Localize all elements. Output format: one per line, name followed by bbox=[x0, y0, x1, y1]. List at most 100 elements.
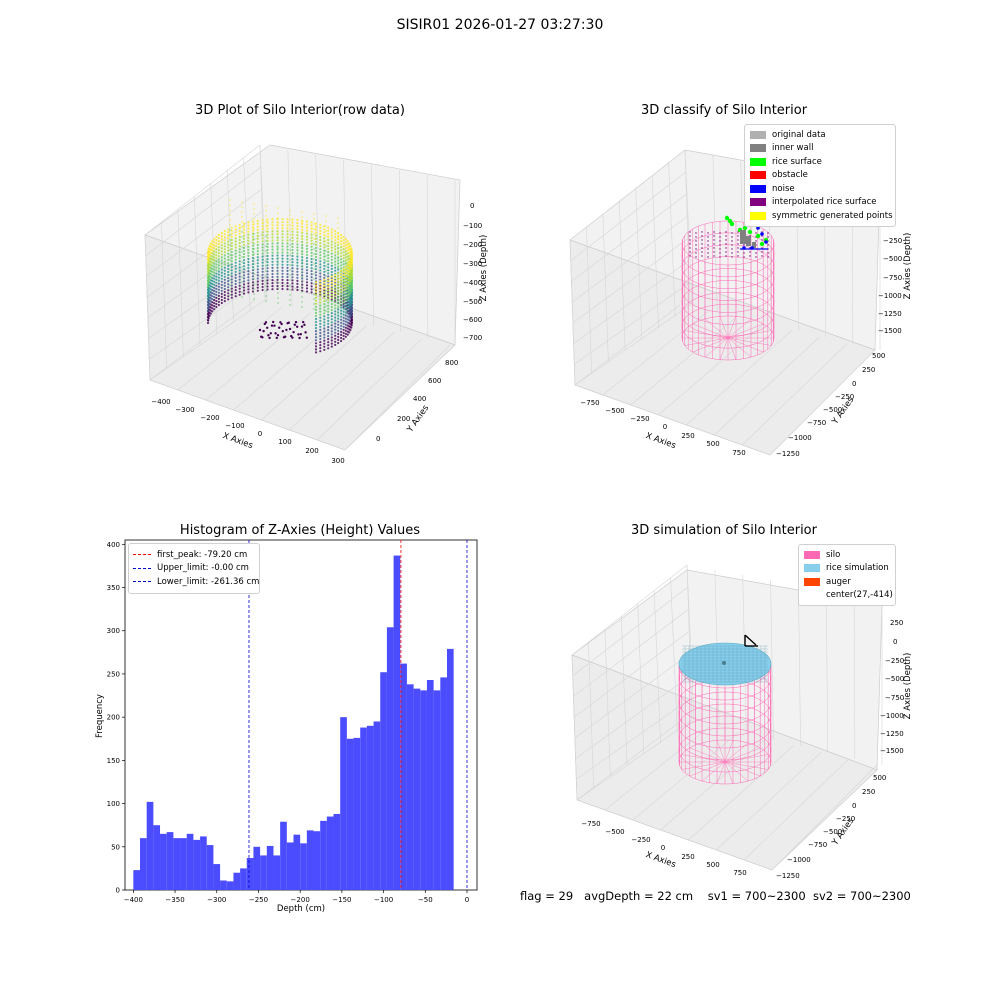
plot1-point bbox=[330, 284, 333, 287]
plot1-point bbox=[213, 241, 216, 244]
plot3-xtick: −150 bbox=[332, 896, 351, 904]
plot1-point bbox=[337, 265, 340, 268]
plot1-point bbox=[337, 227, 339, 229]
plot1-point bbox=[310, 233, 313, 236]
plot1-point bbox=[281, 227, 284, 230]
plot1-point bbox=[220, 250, 223, 253]
plot1-point bbox=[289, 304, 291, 306]
plot1-point bbox=[242, 286, 246, 289]
plot1-point bbox=[296, 279, 299, 282]
plot1-point bbox=[261, 246, 264, 249]
plot2-xtick: −250 bbox=[630, 415, 649, 423]
plot2-interpolated-point bbox=[695, 256, 697, 258]
plot2-legend-item: obstacle bbox=[750, 169, 890, 183]
plot4-silo-base-spoke bbox=[689, 747, 726, 763]
plot1-point bbox=[238, 266, 241, 269]
plot1-point bbox=[314, 255, 318, 259]
plot1-point bbox=[314, 333, 318, 336]
plot3-bar bbox=[300, 843, 307, 890]
plot2-legend-swatch bbox=[750, 157, 766, 166]
plot1-point bbox=[314, 246, 318, 249]
plot1-point bbox=[277, 247, 279, 249]
plot1-point bbox=[206, 303, 210, 306]
plot1-point bbox=[247, 221, 250, 224]
plot2-legend-item: interpolated rice surface bbox=[750, 196, 890, 210]
plot1-point bbox=[256, 262, 259, 265]
plot1-point bbox=[342, 316, 345, 319]
plot1-point bbox=[305, 284, 309, 287]
plot1-point bbox=[220, 247, 223, 250]
plot4-legend-label: rice simulation bbox=[826, 563, 889, 574]
plot1-point bbox=[314, 351, 318, 354]
plot1-point bbox=[310, 248, 313, 251]
plot1-point bbox=[241, 286, 243, 288]
plot1-point bbox=[346, 266, 349, 269]
plot2-interpolated-point bbox=[761, 247, 763, 249]
plot1-point bbox=[217, 303, 220, 307]
plot1-point bbox=[313, 288, 315, 290]
plot1-point bbox=[319, 232, 322, 235]
plot1-point bbox=[344, 332, 347, 335]
plot1-point bbox=[323, 240, 326, 243]
plot1-point bbox=[230, 235, 233, 238]
plot1-point bbox=[238, 251, 241, 254]
plot1-xtick: 0 bbox=[258, 430, 262, 438]
plot1-point bbox=[206, 285, 210, 288]
plot1-point bbox=[268, 336, 271, 340]
plot1-point bbox=[314, 268, 318, 271]
plot1-point bbox=[314, 299, 318, 302]
plot1-point bbox=[342, 328, 345, 331]
plot3-bar bbox=[366, 725, 374, 890]
plot1-ztick: −400 bbox=[463, 279, 482, 287]
plot2-interpolated-point bbox=[731, 256, 733, 258]
plot4-silo-base-spoke bbox=[701, 742, 726, 763]
plot1-point bbox=[215, 296, 218, 299]
plot1-point bbox=[206, 288, 210, 291]
plot1-point bbox=[213, 244, 216, 247]
plot1-point bbox=[342, 325, 345, 328]
plot1-point bbox=[330, 255, 333, 258]
plot2-silo-base-spoke bbox=[727, 323, 764, 339]
plot1-point bbox=[314, 222, 318, 225]
plot1-point bbox=[334, 304, 337, 307]
plot1-point bbox=[266, 221, 269, 224]
plot1-point bbox=[262, 329, 265, 333]
plot1-point bbox=[241, 276, 243, 278]
plot1-point bbox=[234, 286, 237, 289]
plot1-point bbox=[334, 276, 337, 279]
plot2-interpolated-point bbox=[701, 239, 703, 241]
plot1-point bbox=[266, 270, 269, 273]
plot1-point bbox=[223, 272, 226, 275]
plot1-point bbox=[247, 257, 250, 261]
plot2-ytick: −1000 bbox=[788, 434, 812, 442]
plot1-point bbox=[234, 252, 237, 255]
plot1-point bbox=[313, 243, 315, 245]
plot1-point bbox=[238, 248, 241, 251]
plot1-ztick: −600 bbox=[463, 316, 482, 324]
plot1-point bbox=[319, 304, 322, 307]
plot4-legend-label: center(27,-414) bbox=[826, 590, 893, 601]
plot1-point bbox=[298, 336, 301, 340]
plot1-point bbox=[286, 285, 289, 288]
plot1-point bbox=[277, 252, 279, 254]
plot1-point bbox=[230, 251, 233, 254]
plot1-point bbox=[238, 232, 241, 235]
plot1-point bbox=[327, 251, 330, 254]
plot1-xlabel: X Axies bbox=[221, 431, 254, 451]
plot1-point bbox=[330, 267, 333, 270]
plot1-point bbox=[340, 252, 343, 255]
plot1-xticks: −400 −300 −200 −100 0 100 200 300 bbox=[151, 398, 344, 465]
plot1-point bbox=[230, 293, 233, 296]
plot1-point bbox=[223, 300, 226, 303]
plot1-point bbox=[314, 293, 318, 296]
plot1-point bbox=[291, 242, 294, 245]
plot4-rice-simulation bbox=[678, 642, 772, 686]
plot1-point bbox=[208, 244, 211, 247]
plot1-point bbox=[271, 230, 274, 233]
plot2-ztick: −1500 bbox=[878, 327, 902, 335]
plot2-ztick: −750 bbox=[883, 274, 902, 282]
plot1-point bbox=[286, 236, 289, 239]
plot1-point bbox=[296, 255, 299, 258]
plot1-point bbox=[277, 242, 279, 244]
plot1-point bbox=[319, 248, 322, 251]
